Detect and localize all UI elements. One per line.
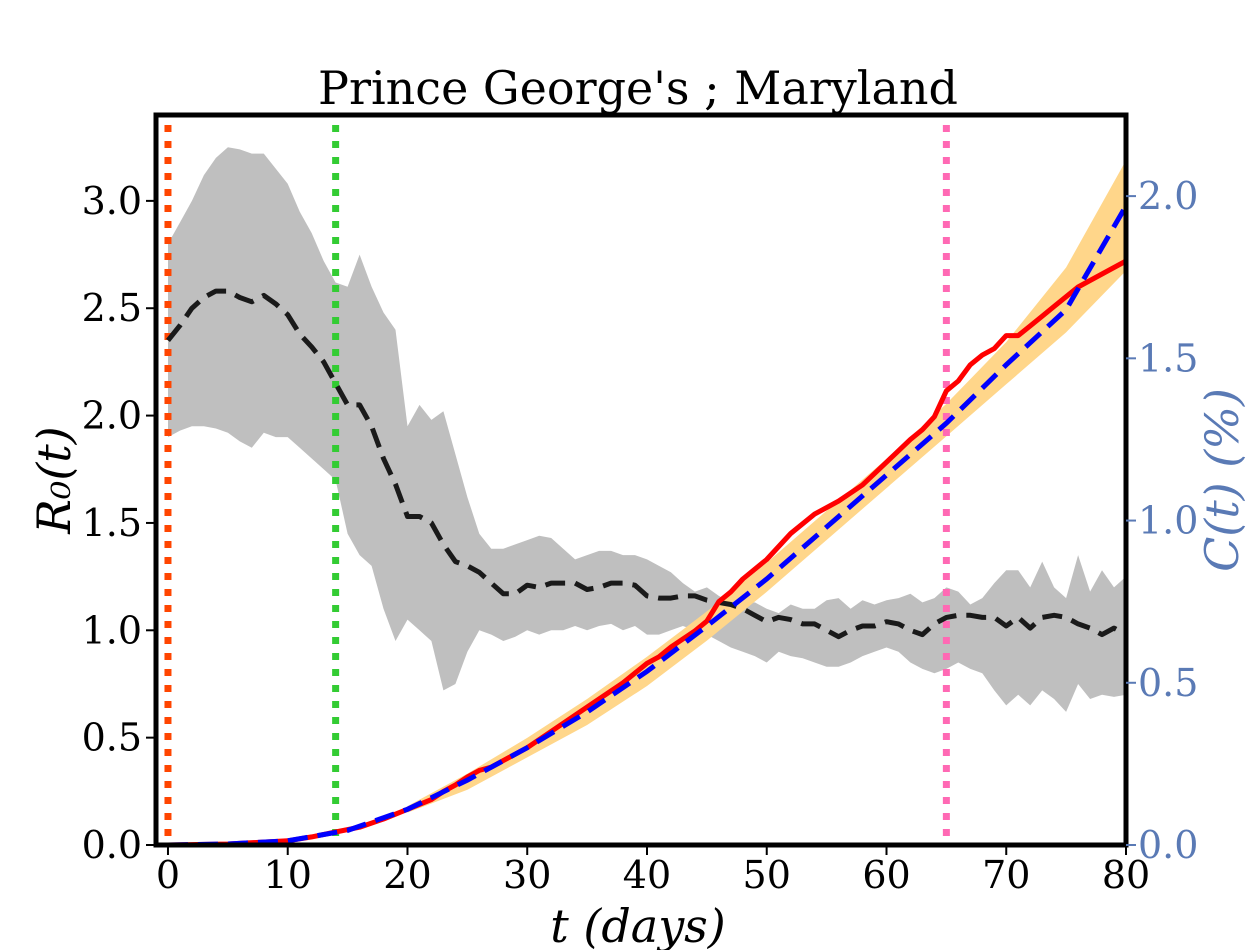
x-tick-label: 60	[862, 853, 910, 897]
y-left-tick-label: 1.5	[82, 501, 142, 545]
y-right-tick-label: 0.5	[1138, 661, 1198, 705]
x-tick-label: 10	[264, 853, 312, 897]
plot-area	[164, 125, 1129, 848]
x-tick-label: 50	[743, 853, 791, 897]
r0-confidence-band	[168, 147, 1126, 712]
x-axis-label: t (days)	[550, 899, 725, 950]
y-left-tick-label: 0.0	[82, 823, 142, 867]
x-tick-label: 40	[623, 853, 671, 897]
y-right-tick-label: 2.0	[1138, 174, 1198, 218]
x-tick-label: 70	[982, 853, 1030, 897]
cases-fit-line	[167, 204, 1129, 848]
chart-title: Prince George's ; Maryland	[318, 61, 958, 115]
x-tick-label: 80	[1102, 853, 1150, 897]
y-left-tick-label: 3.0	[82, 179, 142, 223]
plot-frame	[153, 112, 1129, 848]
cases-confidence-band	[407, 160, 1126, 813]
y-right-tick-label: 0.0	[1138, 823, 1198, 867]
y-axis-right: 0.0 0.5 1.0 1.5 2.0	[1126, 174, 1198, 867]
y-axis-left-label: R₀(t)	[27, 426, 81, 534]
y-left-tick-label: 0.5	[82, 716, 142, 760]
x-tick-label: 20	[383, 853, 431, 897]
y-right-tick-label: 1.5	[1138, 336, 1198, 380]
y-left-tick-label: 1.0	[82, 608, 142, 652]
x-tick-label: 30	[503, 853, 551, 897]
y-right-tick-label: 1.0	[1138, 499, 1198, 543]
y-axis-right-label: C(t) (%)	[1195, 388, 1249, 572]
y-left-tick-label: 2.0	[82, 394, 142, 438]
y-axis-left: 0.0 0.5 1.0 1.5 2.0 2.5 3.0	[82, 179, 156, 867]
x-axis: 0 10 20 30 40 50 60 70 80	[156, 845, 1150, 897]
x-tick-label: 0	[156, 853, 180, 897]
y-left-tick-label: 2.5	[82, 286, 142, 330]
r0-mean-line	[166, 288, 1128, 640]
